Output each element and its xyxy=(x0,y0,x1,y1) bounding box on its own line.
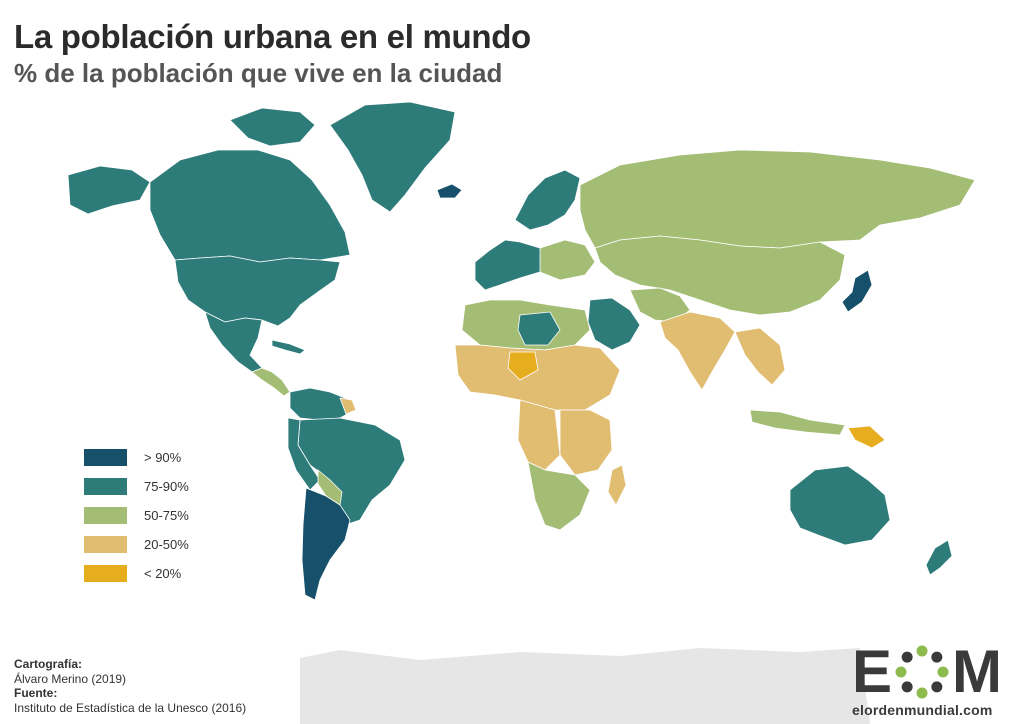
region-middle-east xyxy=(587,297,641,351)
legend-item-50-75: 50-75% xyxy=(84,501,189,530)
credits-block: Cartografía: Álvaro Merino (2019) Fuente… xyxy=(14,657,246,715)
region-iceland xyxy=(436,183,463,199)
legend-item-lt20: < 20% xyxy=(84,559,189,588)
logo-url: elordenmundial.com xyxy=(852,702,993,718)
legend-swatch xyxy=(84,478,127,495)
region-arctic-islands xyxy=(229,107,316,147)
map-subtitle: % de la población que vive en la ciudad xyxy=(14,58,503,88)
cartography-label: Cartografía: xyxy=(14,657,83,671)
legend-swatch xyxy=(84,449,127,466)
legend-swatch xyxy=(84,507,127,524)
region-western-europe xyxy=(474,239,549,291)
region-usa xyxy=(174,255,341,327)
logo-ring-dot xyxy=(901,681,913,693)
region-new-zealand xyxy=(925,539,953,576)
region-sahel xyxy=(454,344,621,411)
region-south-america-north xyxy=(289,387,356,421)
legend-item-gt90: > 90% xyxy=(84,443,189,472)
legend-label: > 90% xyxy=(144,450,182,465)
region-greenland xyxy=(329,101,456,213)
region-india xyxy=(659,311,736,391)
source-label: Fuente: xyxy=(14,686,58,700)
region-central-america xyxy=(251,367,291,397)
legend-swatch xyxy=(84,536,127,553)
region-mexico xyxy=(204,311,263,373)
logo-ring-dot xyxy=(937,666,949,678)
region-niger xyxy=(507,351,539,381)
region-scandinavia xyxy=(514,169,581,231)
logo-ring-dot xyxy=(931,651,943,663)
eom-logo: E M elordenmundial.com xyxy=(852,638,1014,719)
logo-ring-dot xyxy=(901,651,913,663)
source-value: Instituto de Estadística de la Unesco (2… xyxy=(14,700,247,715)
legend-swatch xyxy=(84,565,127,582)
map-title: La población urbana en el mundo xyxy=(14,18,531,55)
region-central-asia xyxy=(594,235,846,316)
legend-label: < 20% xyxy=(144,566,182,581)
legend-label: 20-50% xyxy=(144,537,189,552)
region-central-africa xyxy=(517,399,561,471)
region-east-africa xyxy=(559,409,613,476)
logo-ring-dot xyxy=(931,681,943,693)
logo-ring-dot xyxy=(916,645,928,657)
region-new-guinea xyxy=(847,425,886,449)
map-legend: > 90% 75-90% 50-75% 20-50% < 20% xyxy=(84,443,189,588)
logo-ring-dot xyxy=(895,666,907,678)
region-maritime-se-asia xyxy=(749,409,846,436)
logo-ring-icon xyxy=(895,645,949,699)
region-brazil xyxy=(297,417,406,526)
region-russia xyxy=(579,149,976,249)
logo-ring-dot xyxy=(916,687,928,699)
region-caribbean xyxy=(271,339,306,355)
region-australia xyxy=(789,465,891,546)
region-southeast-asia xyxy=(734,327,786,386)
logo-mark: E M xyxy=(852,638,1014,705)
region-guianas xyxy=(339,397,357,415)
region-japan xyxy=(841,269,873,313)
region-argentina xyxy=(301,487,351,601)
region-southern-africa xyxy=(527,461,591,531)
legend-item-75-90: 75-90% xyxy=(84,472,189,501)
logo-letter-m: M xyxy=(952,638,1003,705)
region-madagascar xyxy=(607,464,627,506)
region-eastern-europe xyxy=(539,239,596,281)
legend-label: 50-75% xyxy=(144,508,189,523)
region-antarctica xyxy=(300,648,870,724)
cartography-value: Álvaro Merino (2019) xyxy=(14,671,127,686)
region-libya xyxy=(517,311,561,346)
legend-item-20-50: 20-50% xyxy=(84,530,189,559)
legend-label: 75-90% xyxy=(144,479,189,494)
logo-letter-e: E xyxy=(852,638,893,705)
region-canada xyxy=(149,149,351,263)
region-alaska xyxy=(67,165,151,215)
